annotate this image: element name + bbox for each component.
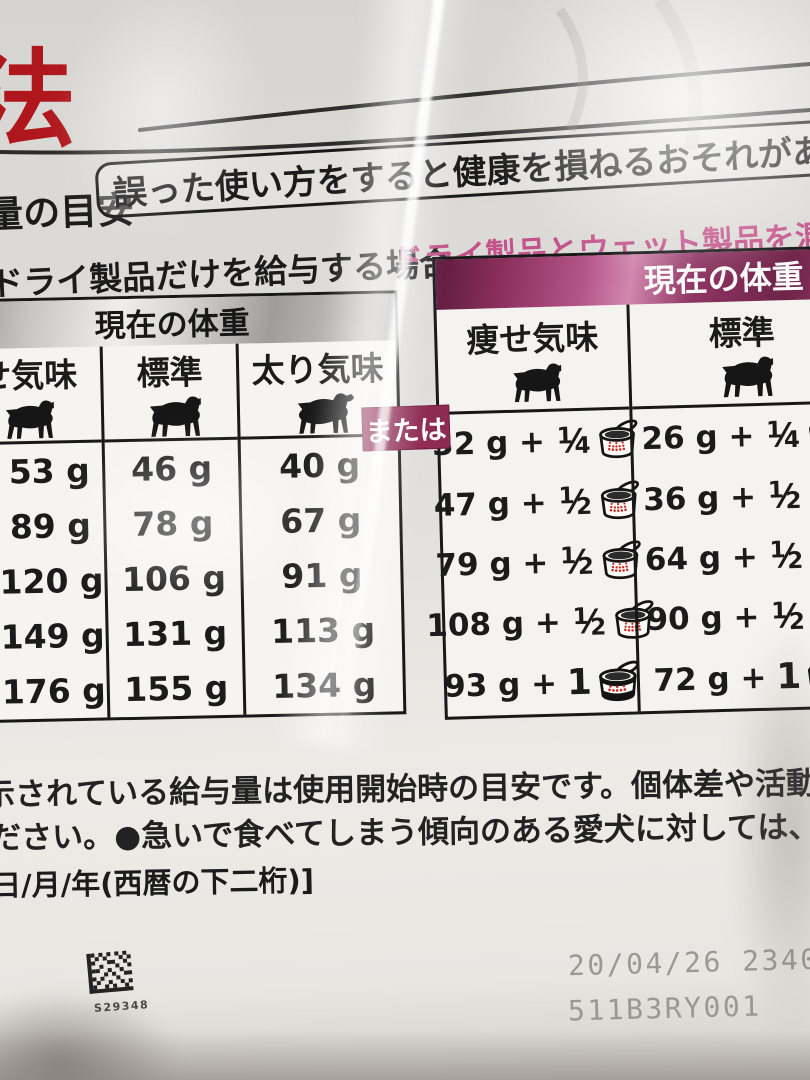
date-format-note: 日/月/年(西暦の下二桁)]: [0, 863, 315, 903]
mix-column-standard: 標準 26 g +1 ⁄ 4 36 g +1 ⁄ 2: [626, 298, 810, 712]
mix-value: 79 g +1 ⁄ 2: [435, 530, 641, 596]
overweight-dog-icon: [297, 392, 354, 434]
or-badge: または: [361, 404, 451, 452]
dry-col-overweight-label: 太り気味: [251, 348, 385, 390]
mix-col-thin-label: 痩せ気味: [465, 317, 599, 361]
dry-column-standard: 標準 46 g 78 g 106 g 131 g 155 g: [99, 343, 244, 718]
dry-value: 120 g: [0, 560, 104, 602]
mix-feeding-table: 現在の体重 痩せ気味 32 g +1 ⁄ 4: [426, 245, 810, 720]
dry-value: 131 g: [122, 612, 228, 655]
thin-dog-icon: [5, 400, 55, 439]
wet-can-icon: [601, 480, 640, 519]
wet-can-icon: [602, 540, 641, 580]
dry-col-standard-label: 標準: [136, 351, 204, 393]
wet-can-icon: [808, 421, 810, 453]
mix-value: 64 g +1 ⁄ 2: [636, 524, 810, 591]
mix-value: 32 g +1 ⁄ 4: [432, 410, 638, 476]
or-badge-label: または: [365, 414, 448, 448]
datamatrix-label: S29348: [93, 998, 150, 1015]
mix-value: 72 g +1: [639, 645, 810, 712]
datamatrix-code: [86, 950, 134, 994]
standard-dog-icon: [149, 395, 202, 437]
dry-value: 149 g: [0, 615, 106, 657]
dry-value: 53 g: [8, 450, 91, 492]
dry-value: 67 g: [279, 500, 362, 541]
dry-value: 176 g: [1, 670, 107, 712]
mix-value: 26 g +1 ⁄ 4: [632, 403, 810, 470]
thin-dog-icon: [513, 363, 563, 403]
dry-value: 134 g: [271, 664, 377, 707]
dry-value: 155 g: [123, 667, 229, 710]
mix-value: 108 g +1 ⁄ 2: [426, 591, 654, 657]
standard-dog-icon: [721, 356, 774, 398]
dry-value: 106 g: [121, 557, 227, 600]
mix-value: 93 g +1: [444, 651, 639, 717]
dry-weight-band-label: 現在の体重: [94, 305, 251, 345]
dry-feeding-table: 現在の体重 痩せ気味 53 g 89 g 120 g 149 g: [0, 290, 407, 724]
wet-can-icon: [808, 662, 810, 696]
dry-value: 78 g: [131, 503, 214, 544]
dry-column-thin: 痩せ気味 53 g 89 g 120 g 149 g 176 g: [0, 346, 107, 721]
mix-weight-band-label: 現在の体重: [643, 257, 805, 301]
dry-value: 89 g: [9, 505, 92, 547]
mix-value: 90 g +1 ⁄ 2: [646, 597, 806, 639]
dry-value: 91 g: [281, 555, 363, 596]
method-title-fragment: 法: [0, 39, 76, 162]
mix-value: 47 g +1 ⁄ 2: [433, 470, 640, 536]
printed-lot-code: 511B3RY001: [567, 989, 762, 1028]
mix-value: 36 g +1 ⁄ 2: [634, 464, 810, 531]
dry-column-overweight: 太り気味 40 g 67 g 91 g 113 g 134 g: [235, 340, 404, 715]
dry-value: 113 g: [270, 609, 376, 652]
wet-can-icon: [598, 660, 639, 701]
mix-column-thin: 痩せ気味 32 g +1 ⁄ 4 47 g +1 ⁄ 2: [426, 304, 654, 717]
dry-value: 46 g: [130, 448, 213, 489]
dry-col-thin-label: 痩せ気味: [0, 354, 78, 397]
printed-date-code: 20/04/26 2340: [567, 942, 810, 983]
wet-can-icon: [599, 419, 638, 459]
wet-can-icon: [615, 600, 654, 640]
mix-col-standard-label: 標準: [708, 312, 776, 354]
